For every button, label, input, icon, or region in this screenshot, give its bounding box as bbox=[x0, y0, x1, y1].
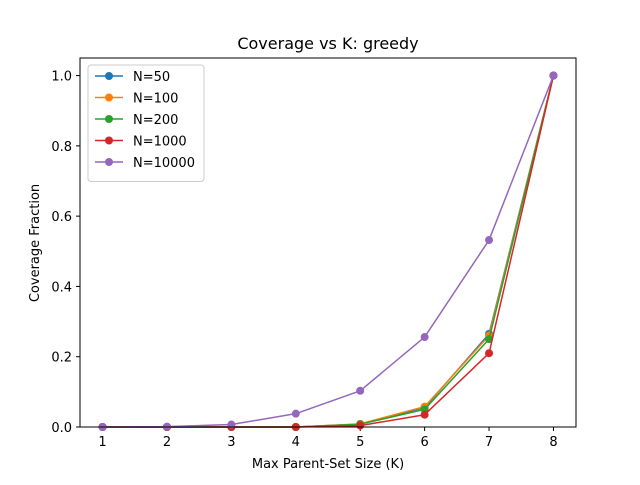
y-axis-ticks: 0.0 0.2 0.4 0.6 0.8 1.0 bbox=[51, 70, 80, 436]
data-point bbox=[291, 409, 300, 418]
x-tick-label: 2 bbox=[163, 435, 171, 450]
x-tick-label: 8 bbox=[549, 435, 557, 450]
x-tick-label: 5 bbox=[356, 435, 364, 450]
x-tick-label: 3 bbox=[227, 435, 235, 450]
legend: N=50 N=100 N=200 N=1000 N=10000 bbox=[87, 64, 205, 182]
x-tick-label: 4 bbox=[292, 435, 300, 450]
legend-item: N=10000 bbox=[95, 156, 195, 171]
legend-box bbox=[87, 64, 205, 182]
series-layer bbox=[98, 71, 558, 431]
x-tick-label: 1 bbox=[98, 435, 106, 450]
y-axis-label: Coverage Fraction bbox=[28, 184, 43, 302]
data-point bbox=[420, 410, 429, 419]
legend-label: N=10000 bbox=[133, 156, 195, 171]
legend-item: N=200 bbox=[95, 113, 178, 128]
chart-title: Coverage vs K: greedy bbox=[237, 34, 418, 53]
series-line bbox=[102, 75, 555, 428]
x-tick-label: 7 bbox=[485, 435, 493, 450]
data-point bbox=[485, 236, 494, 245]
data-point bbox=[549, 71, 558, 80]
legend-label: N=1000 bbox=[133, 135, 187, 150]
legend-marker bbox=[105, 93, 113, 102]
legend-marker bbox=[105, 136, 113, 145]
legend-marker bbox=[105, 115, 113, 123]
y-tick-label: 0.4 bbox=[51, 280, 72, 295]
data-point bbox=[485, 335, 494, 344]
legend-label: N=200 bbox=[133, 113, 178, 128]
data-point bbox=[356, 386, 365, 395]
legend-item: N=50 bbox=[95, 70, 170, 85]
y-tick-label: 0.2 bbox=[51, 351, 72, 366]
legend-marker bbox=[105, 72, 113, 80]
y-tick-label: 0.8 bbox=[51, 140, 72, 155]
y-tick-label: 0.0 bbox=[51, 421, 72, 436]
x-axis-label: Max Parent-Set Size (K) bbox=[252, 457, 404, 472]
x-tick-label: 6 bbox=[420, 435, 428, 450]
y-tick-label: 1.0 bbox=[51, 70, 72, 85]
data-point bbox=[356, 421, 365, 430]
legend-item: N=100 bbox=[95, 92, 178, 107]
legend-label: N=50 bbox=[133, 70, 170, 85]
data-point bbox=[485, 349, 494, 358]
legend-item: N=1000 bbox=[95, 135, 187, 150]
legend-marker bbox=[105, 158, 113, 166]
y-tick-label: 0.6 bbox=[51, 210, 72, 225]
legend-label: N=100 bbox=[133, 92, 178, 107]
series-n-10000 bbox=[98, 71, 558, 431]
plot-frame bbox=[79, 57, 577, 428]
data-point bbox=[420, 333, 429, 342]
